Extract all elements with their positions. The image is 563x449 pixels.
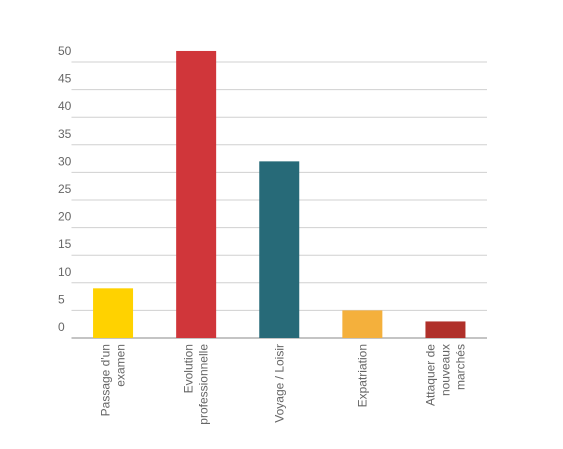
x-tick-label: professionnelle (197, 344, 211, 425)
x-tick-label: Attaquer de (423, 344, 437, 406)
x-tick-label: Expatriation (355, 344, 369, 407)
x-tick-label: marchés (453, 344, 467, 390)
x-tick-label: Voyage / Loisir (272, 344, 286, 423)
bar (259, 161, 300, 338)
y-tick-label: 45 (58, 72, 72, 86)
bar (176, 50, 217, 339)
y-tick-label: 30 (58, 154, 72, 168)
x-tick-label: Evolution (182, 344, 196, 393)
x-tick-label: Passage d'un (99, 344, 113, 416)
x-tick-label: examen (114, 344, 128, 387)
x-tick-label: nouveaux (438, 344, 452, 396)
y-tick-label: 10 (58, 265, 72, 279)
y-tick-label: 0 (58, 320, 65, 334)
y-tick-label: 35 (58, 127, 72, 141)
y-tick-label: 5 (58, 292, 65, 306)
bar (342, 310, 383, 338)
y-tick-label: 50 (58, 44, 72, 58)
bar (93, 288, 134, 338)
y-tick-label: 20 (58, 210, 72, 224)
bar (425, 321, 466, 338)
y-tick-label: 15 (58, 237, 72, 251)
y-tick-label: 25 (58, 182, 72, 196)
y-tick-label: 40 (58, 99, 72, 113)
